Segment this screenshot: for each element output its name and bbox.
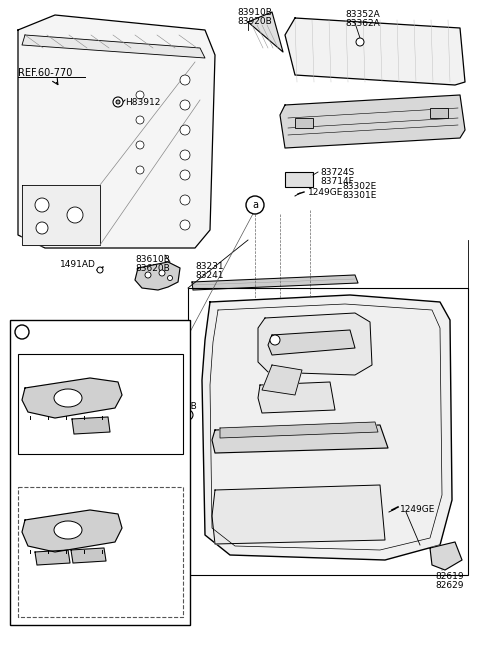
Polygon shape xyxy=(22,185,100,245)
Polygon shape xyxy=(430,542,462,570)
Polygon shape xyxy=(202,295,452,560)
Text: 93580R: 93580R xyxy=(72,477,108,486)
Polygon shape xyxy=(258,382,335,413)
Text: (SEAT WARMER): (SEAT WARMER) xyxy=(32,458,104,467)
Circle shape xyxy=(168,276,172,280)
Circle shape xyxy=(159,270,165,276)
Bar xyxy=(10,320,190,625)
Circle shape xyxy=(35,198,49,212)
Polygon shape xyxy=(248,12,283,52)
Circle shape xyxy=(97,267,103,273)
Text: 83620B: 83620B xyxy=(135,264,170,273)
Text: 93580L: 93580L xyxy=(73,468,107,477)
Text: 83362A: 83362A xyxy=(345,19,380,28)
Polygon shape xyxy=(22,35,205,58)
Bar xyxy=(188,288,468,575)
Text: 93580L: 93580L xyxy=(73,336,107,345)
Text: 83352A: 83352A xyxy=(345,10,380,19)
Circle shape xyxy=(180,100,190,110)
Text: 83231: 83231 xyxy=(195,262,224,271)
Circle shape xyxy=(67,207,83,223)
Polygon shape xyxy=(212,485,385,544)
Polygon shape xyxy=(262,365,302,395)
Bar xyxy=(285,172,313,187)
Text: 1249GE: 1249GE xyxy=(400,505,435,514)
Circle shape xyxy=(180,150,190,160)
Circle shape xyxy=(113,97,123,107)
Circle shape xyxy=(136,116,144,124)
Circle shape xyxy=(15,325,29,339)
Text: 93581F: 93581F xyxy=(110,551,144,561)
Circle shape xyxy=(180,75,190,85)
Polygon shape xyxy=(212,425,388,453)
Text: 93582A: 93582A xyxy=(35,493,70,502)
Text: 93582B: 93582B xyxy=(35,502,70,511)
Circle shape xyxy=(270,335,280,345)
Text: REF.60-770: REF.60-770 xyxy=(18,68,72,78)
Circle shape xyxy=(180,125,190,135)
Polygon shape xyxy=(35,550,70,565)
Circle shape xyxy=(180,220,190,230)
Circle shape xyxy=(136,141,144,149)
Ellipse shape xyxy=(54,521,82,539)
Text: 83910B: 83910B xyxy=(237,8,272,17)
Text: 83714F: 83714F xyxy=(320,177,354,186)
Polygon shape xyxy=(280,95,465,148)
Bar xyxy=(18,354,183,454)
Bar xyxy=(430,108,448,118)
Polygon shape xyxy=(268,330,355,355)
Polygon shape xyxy=(285,18,465,85)
Circle shape xyxy=(145,272,151,278)
Bar xyxy=(295,118,313,128)
Text: 83920B: 83920B xyxy=(237,17,272,26)
Text: 83610B: 83610B xyxy=(135,255,170,264)
Text: 83241: 83241 xyxy=(195,271,224,280)
Text: 82619: 82619 xyxy=(435,572,464,581)
Circle shape xyxy=(116,100,120,104)
Circle shape xyxy=(356,38,364,46)
Text: 83301E: 83301E xyxy=(342,191,376,200)
Polygon shape xyxy=(135,262,180,290)
Polygon shape xyxy=(258,313,372,375)
Polygon shape xyxy=(72,417,110,434)
Text: 82629: 82629 xyxy=(435,581,464,590)
Circle shape xyxy=(36,222,48,234)
Text: 83302E: 83302E xyxy=(342,182,376,191)
Polygon shape xyxy=(192,275,358,290)
Ellipse shape xyxy=(54,389,82,407)
Circle shape xyxy=(136,91,144,99)
Circle shape xyxy=(183,410,193,420)
Polygon shape xyxy=(22,510,122,552)
Text: 93582A: 93582A xyxy=(35,360,70,369)
Text: 93582B: 93582B xyxy=(35,369,70,378)
Text: 1491AD: 1491AD xyxy=(60,260,96,269)
Text: 82315B: 82315B xyxy=(162,402,197,411)
Text: H83912: H83912 xyxy=(125,98,160,107)
Text: a: a xyxy=(252,200,258,210)
Text: 83724S: 83724S xyxy=(320,168,354,177)
Text: a: a xyxy=(19,327,25,337)
Text: 1249GE: 1249GE xyxy=(308,188,343,197)
Polygon shape xyxy=(220,422,378,438)
Circle shape xyxy=(246,196,264,214)
Circle shape xyxy=(180,170,190,180)
Circle shape xyxy=(180,195,190,205)
Polygon shape xyxy=(22,378,122,418)
Circle shape xyxy=(136,166,144,174)
Polygon shape xyxy=(71,548,106,563)
Circle shape xyxy=(186,413,190,417)
Text: 93581F: 93581F xyxy=(113,420,147,428)
Polygon shape xyxy=(18,15,215,248)
Bar xyxy=(18,487,183,617)
Text: 93580R: 93580R xyxy=(72,345,108,354)
